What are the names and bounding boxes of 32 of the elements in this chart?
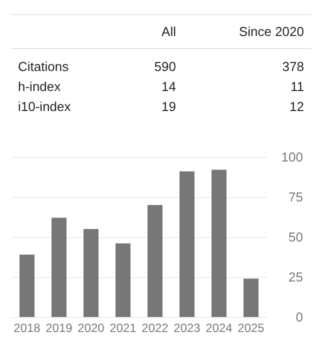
data-label: 14 — [162, 79, 176, 95]
y-tick-label: 100 — [281, 150, 303, 164]
data-label: 11 — [290, 79, 304, 95]
category-label: i10-index — [18, 99, 71, 115]
x-tick-label: 2024 — [206, 321, 233, 335]
y-tick-label: 75 — [288, 190, 303, 204]
data-label: 12 — [290, 99, 304, 115]
x-tick-label: 2020 — [78, 321, 105, 335]
category-label: h-index — [18, 79, 61, 95]
bar — [148, 205, 162, 317]
x-tick-label: 2019 — [46, 321, 73, 335]
category-label: Citations — [18, 59, 69, 75]
bar — [52, 218, 66, 317]
bar — [244, 278, 258, 317]
x-tick-label: 2022 — [142, 321, 169, 335]
x-tick-label: 2021 — [110, 321, 137, 335]
y-tick-label: 25 — [288, 270, 303, 284]
bar — [84, 229, 98, 317]
bar — [212, 170, 226, 317]
text: All — [162, 24, 176, 40]
x-tick-label: 2025 — [238, 321, 265, 335]
bar — [20, 254, 34, 317]
y-tick-label: 0 — [296, 310, 303, 324]
bar — [180, 171, 194, 317]
x-tick-label: 2023 — [174, 321, 201, 335]
bar — [116, 243, 130, 317]
data-label: 590 — [154, 59, 176, 75]
y-tick-label: 50 — [288, 230, 303, 244]
data-label: 378 — [282, 59, 304, 75]
x-tick-label: 2018 — [14, 321, 41, 335]
text: Since 2020 — [238, 24, 304, 40]
data-label: 19 — [162, 99, 176, 115]
